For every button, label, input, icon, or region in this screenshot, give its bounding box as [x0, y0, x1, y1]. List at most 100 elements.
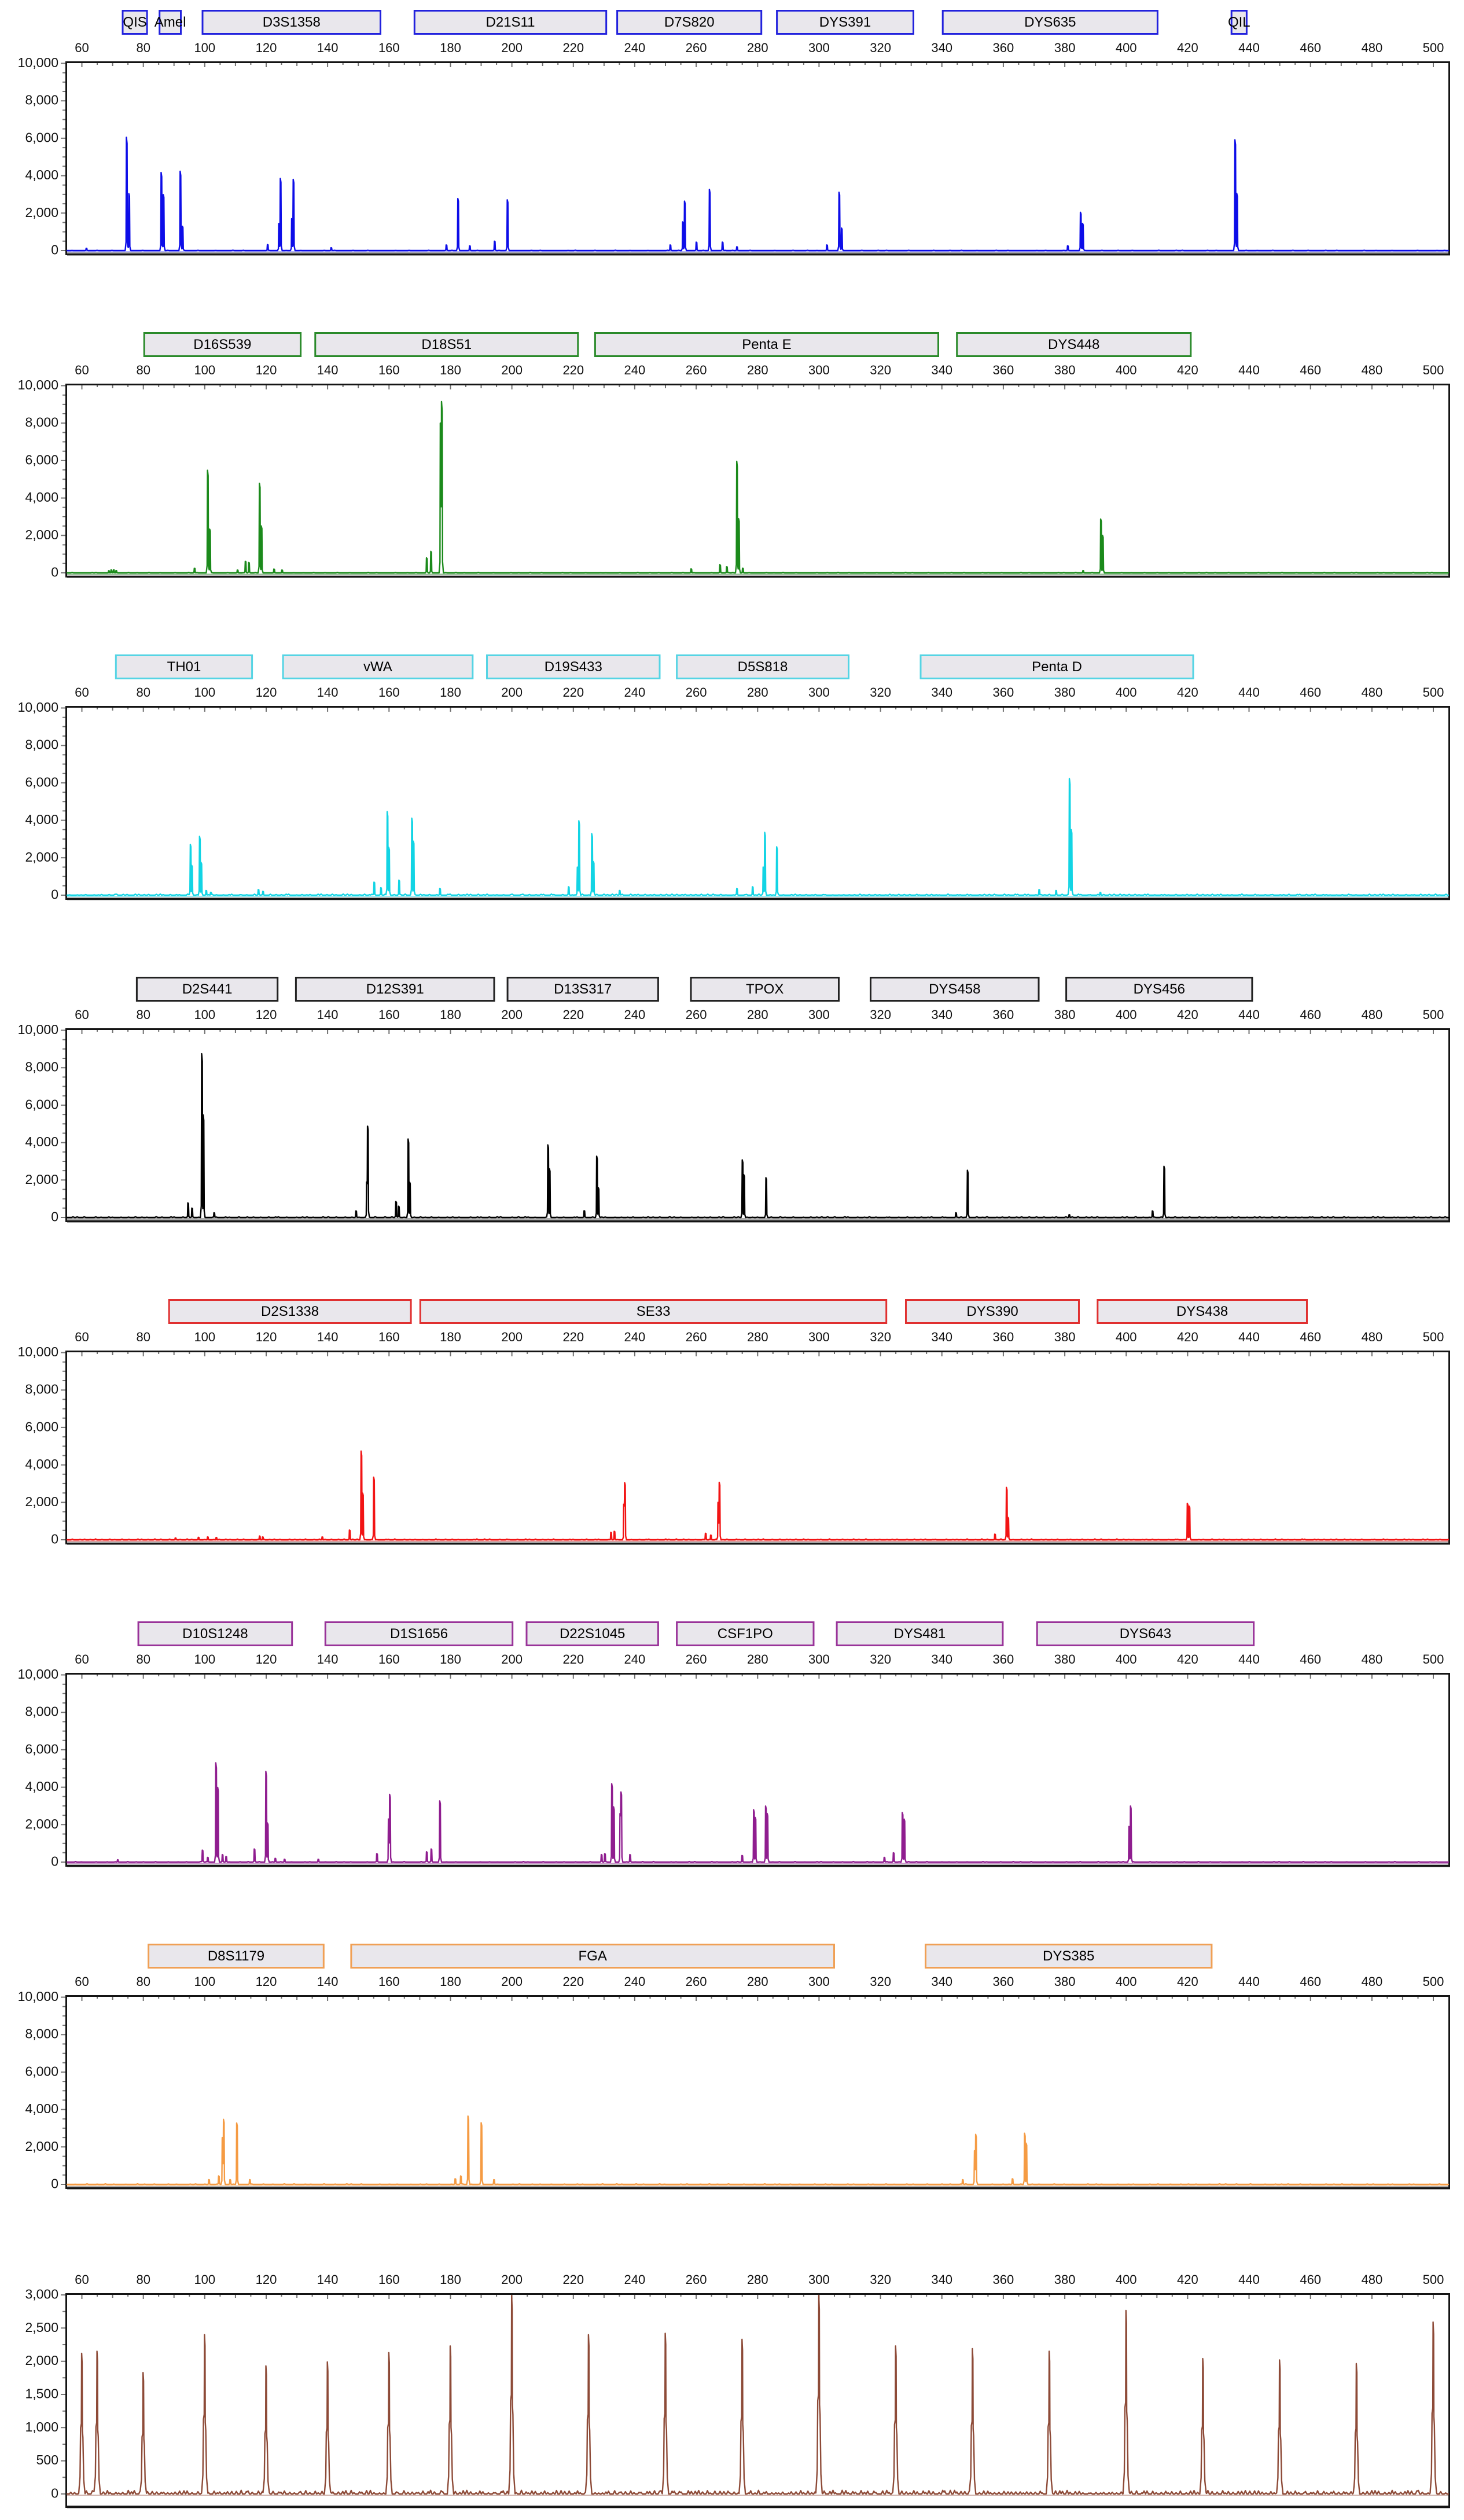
svg-text:10,000: 10,000 — [18, 55, 58, 70]
svg-text:400: 400 — [1116, 1974, 1137, 1989]
svg-text:200: 200 — [501, 1652, 523, 1666]
svg-text:2,000: 2,000 — [25, 205, 58, 220]
svg-text:160: 160 — [378, 1007, 400, 1022]
svg-text:80: 80 — [136, 1330, 150, 1344]
svg-text:10,000: 10,000 — [18, 1666, 58, 1682]
svg-text:0: 0 — [51, 2486, 58, 2501]
svg-text:120: 120 — [256, 1330, 277, 1344]
svg-text:4,000: 4,000 — [25, 1779, 58, 1794]
svg-text:0: 0 — [51, 887, 58, 902]
svg-text:4,000: 4,000 — [25, 1456, 58, 1471]
svg-text:220: 220 — [562, 41, 584, 55]
svg-text:D22S1045: D22S1045 — [560, 1626, 625, 1642]
svg-text:480: 480 — [1362, 2272, 1383, 2287]
svg-text:440: 440 — [1238, 1330, 1260, 1344]
svg-text:320: 320 — [870, 1007, 891, 1022]
svg-text:420: 420 — [1177, 1007, 1198, 1022]
svg-text:400: 400 — [1116, 2272, 1137, 2287]
svg-text:380: 380 — [1054, 41, 1076, 55]
svg-text:2,000: 2,000 — [25, 1494, 58, 1509]
svg-text:240: 240 — [624, 41, 646, 55]
svg-text:120: 120 — [256, 2272, 277, 2287]
svg-text:100: 100 — [194, 1007, 215, 1022]
svg-text:100: 100 — [194, 41, 215, 55]
svg-text:340: 340 — [931, 363, 952, 377]
svg-text:400: 400 — [1116, 41, 1137, 55]
svg-text:220: 220 — [562, 1330, 584, 1344]
svg-text:60: 60 — [75, 1330, 89, 1344]
svg-text:0: 0 — [51, 1854, 58, 1869]
svg-text:240: 240 — [624, 685, 646, 700]
svg-text:260: 260 — [686, 2272, 707, 2287]
svg-text:D18S51: D18S51 — [421, 337, 472, 352]
svg-text:2,000: 2,000 — [25, 2139, 58, 2154]
svg-text:260: 260 — [686, 1974, 707, 1989]
svg-text:240: 240 — [624, 1330, 646, 1344]
svg-text:4,000: 4,000 — [25, 490, 58, 505]
svg-text:DYS635: DYS635 — [1024, 14, 1076, 30]
svg-text:D2S1338: D2S1338 — [261, 1304, 319, 1319]
svg-text:D2S441: D2S441 — [182, 981, 233, 997]
svg-text:180: 180 — [440, 685, 461, 700]
svg-text:440: 440 — [1238, 2272, 1260, 2287]
svg-text:480: 480 — [1362, 1652, 1383, 1666]
svg-text:10,000: 10,000 — [18, 1022, 58, 1037]
svg-text:220: 220 — [562, 1652, 584, 1666]
svg-text:480: 480 — [1362, 1974, 1383, 1989]
svg-text:440: 440 — [1238, 685, 1260, 700]
svg-text:6,000: 6,000 — [25, 452, 58, 467]
svg-text:300: 300 — [808, 1007, 830, 1022]
svg-text:420: 420 — [1177, 685, 1198, 700]
svg-text:280: 280 — [747, 363, 768, 377]
svg-text:260: 260 — [686, 41, 707, 55]
svg-text:260: 260 — [686, 1652, 707, 1666]
svg-text:460: 460 — [1300, 1007, 1321, 1022]
svg-text:380: 380 — [1054, 1652, 1076, 1666]
svg-text:180: 180 — [440, 1330, 461, 1344]
svg-text:6,000: 6,000 — [25, 130, 58, 145]
svg-text:440: 440 — [1238, 1652, 1260, 1666]
svg-text:160: 160 — [378, 1330, 400, 1344]
svg-text:360: 360 — [993, 1330, 1014, 1344]
svg-text:160: 160 — [378, 363, 400, 377]
svg-text:200: 200 — [501, 2272, 523, 2287]
svg-text:160: 160 — [378, 1652, 400, 1666]
svg-text:140: 140 — [317, 685, 339, 700]
svg-text:440: 440 — [1238, 363, 1260, 377]
svg-text:240: 240 — [624, 1652, 646, 1666]
svg-text:160: 160 — [378, 41, 400, 55]
svg-text:240: 240 — [624, 1007, 646, 1022]
svg-text:0: 0 — [51, 565, 58, 580]
svg-text:260: 260 — [686, 1330, 707, 1344]
svg-text:0: 0 — [51, 1209, 58, 1224]
svg-text:6,000: 6,000 — [25, 1419, 58, 1434]
svg-text:460: 460 — [1300, 1652, 1321, 1666]
svg-text:420: 420 — [1177, 41, 1198, 55]
svg-text:200: 200 — [501, 1330, 523, 1344]
svg-text:240: 240 — [624, 363, 646, 377]
svg-text:DYS481: DYS481 — [894, 1626, 946, 1642]
svg-text:6,000: 6,000 — [25, 2063, 58, 2078]
svg-text:Amel: Amel — [155, 14, 186, 30]
svg-text:100: 100 — [194, 1974, 215, 1989]
svg-text:180: 180 — [440, 41, 461, 55]
svg-text:280: 280 — [747, 1974, 768, 1989]
svg-text:460: 460 — [1300, 2272, 1321, 2287]
svg-text:80: 80 — [136, 363, 150, 377]
svg-text:D3S1358: D3S1358 — [263, 14, 321, 30]
svg-text:8,000: 8,000 — [25, 93, 58, 108]
svg-text:DYS458: DYS458 — [929, 981, 980, 997]
svg-text:3,000: 3,000 — [25, 2287, 58, 2302]
svg-text:4,000: 4,000 — [25, 2101, 58, 2116]
svg-text:480: 480 — [1362, 685, 1383, 700]
svg-text:160: 160 — [378, 1974, 400, 1989]
svg-text:380: 380 — [1054, 363, 1076, 377]
svg-text:260: 260 — [686, 363, 707, 377]
svg-text:440: 440 — [1238, 1974, 1260, 1989]
svg-text:TPOX: TPOX — [746, 981, 784, 997]
svg-text:340: 340 — [931, 1330, 952, 1344]
svg-text:300: 300 — [808, 41, 830, 55]
svg-text:500: 500 — [1423, 1652, 1444, 1666]
svg-text:160: 160 — [378, 685, 400, 700]
svg-text:80: 80 — [136, 2272, 150, 2287]
